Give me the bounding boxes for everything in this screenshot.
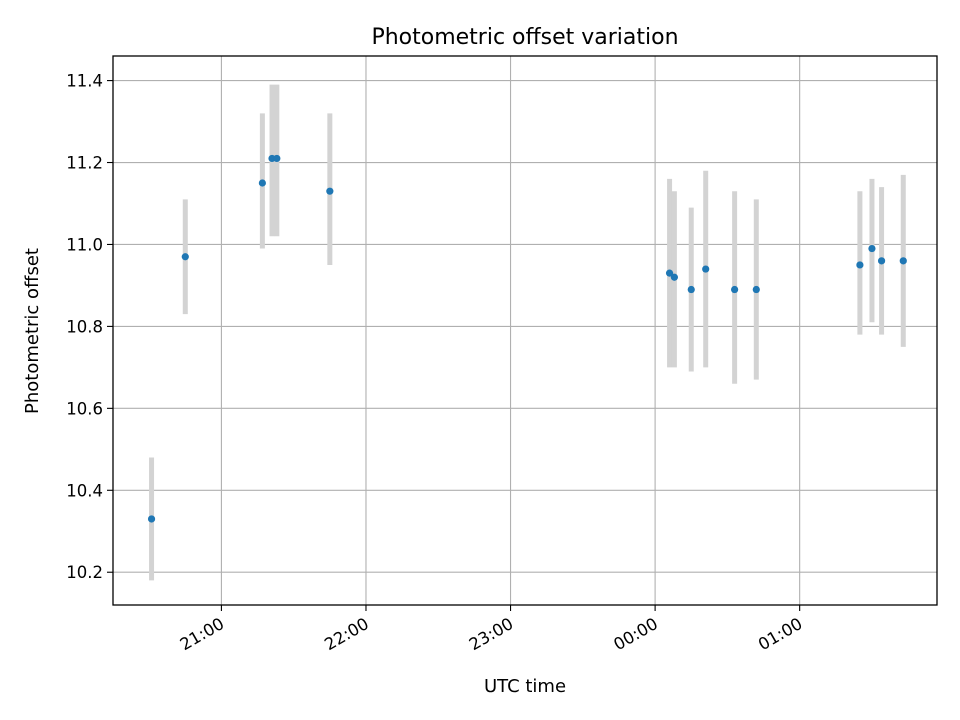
y-axis-ticks: 10.2 10.4 10.6 10.8 11.0 11.2 11.4 <box>66 72 113 582</box>
y-tick-label: 10.8 <box>66 317 103 336</box>
y-tick-label: 11.4 <box>66 72 103 91</box>
data-point <box>181 253 189 261</box>
data-point <box>899 257 907 265</box>
data-points <box>147 154 907 523</box>
data-point <box>856 261 864 269</box>
data-point <box>273 154 281 163</box>
data-point <box>326 187 334 195</box>
data-point <box>877 257 886 265</box>
data-point <box>258 179 266 187</box>
chart-title: Photometric offset variation <box>371 25 678 50</box>
y-tick-label: 10.4 <box>66 481 103 500</box>
data-point <box>147 515 156 523</box>
y-tick-label: 10.6 <box>66 399 103 418</box>
data-point <box>665 269 674 277</box>
data-point <box>731 285 739 294</box>
y-tick-label: 11.2 <box>66 154 103 173</box>
grid-lines <box>113 56 937 605</box>
y-tick-label: 10.2 <box>66 563 103 582</box>
data-point <box>670 273 678 281</box>
data-point <box>702 265 710 273</box>
y-tick-label: 11.0 <box>66 235 103 254</box>
plot-area-frame <box>112 55 938 606</box>
data-point <box>687 285 695 294</box>
data-point <box>752 285 760 294</box>
y-axis-label: Photometric offset <box>22 248 43 414</box>
data-point <box>868 244 876 253</box>
x-axis-label: UTC time <box>484 676 566 697</box>
